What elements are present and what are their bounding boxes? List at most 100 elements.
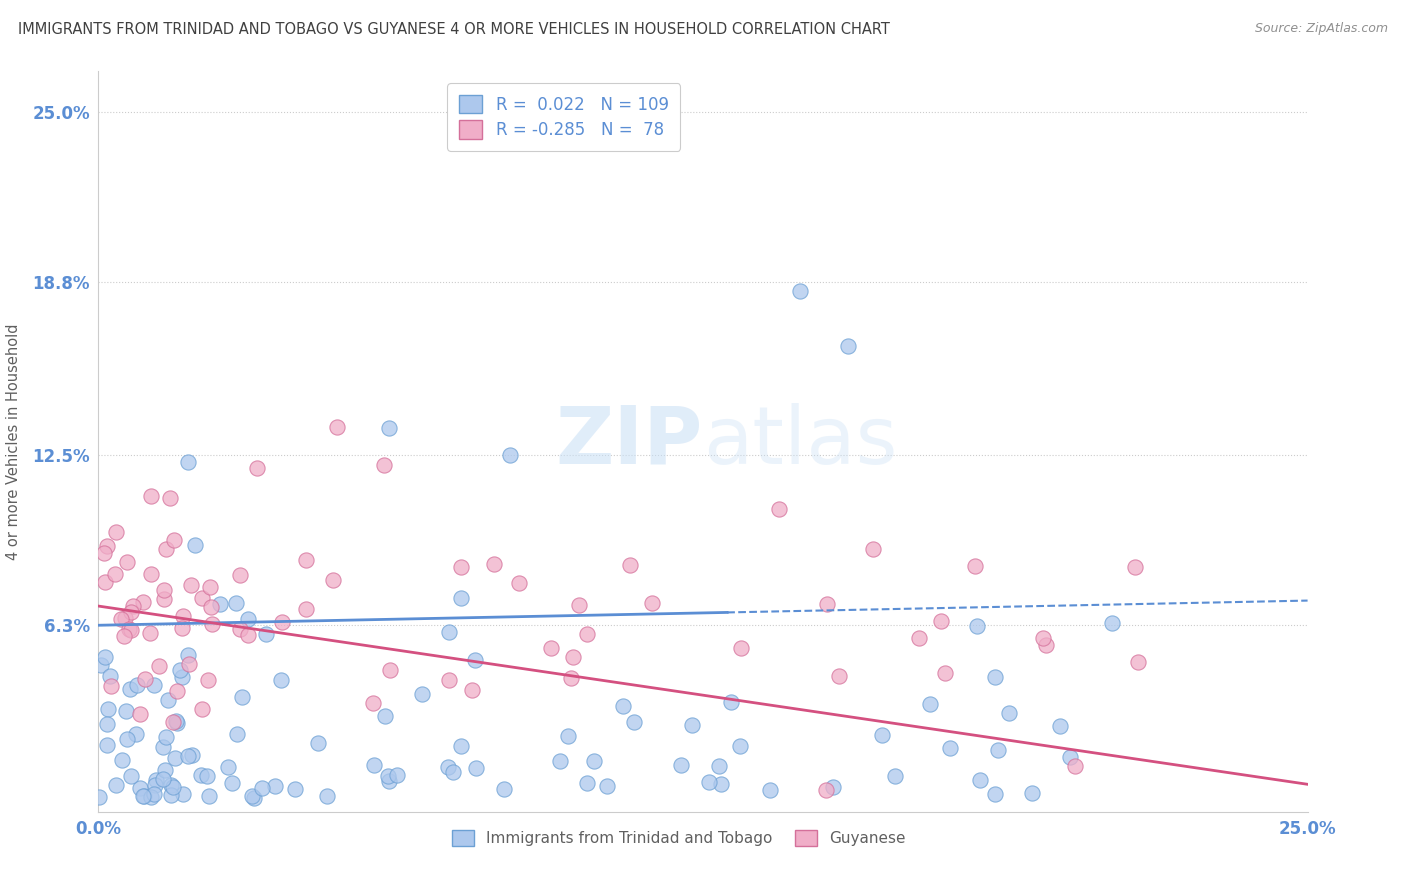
Point [294,601,316,615]
Point [1101,615,1123,630]
Point [132,789,155,804]
Point [270,673,292,687]
Point [197,673,219,687]
Point [104,525,127,540]
Point [120,681,142,696]
Point [217,760,239,774]
Point [1049,719,1071,733]
Point [190,768,212,782]
Point [172,609,194,624]
Point [118,622,141,636]
Point [1032,632,1054,646]
Text: ZIP: ZIP [555,402,703,481]
Point [461,683,484,698]
Point [450,560,472,574]
Point [96,717,118,731]
Y-axis label: 4 or more Vehicles in Household: 4 or more Vehicles in Household [7,323,21,560]
Point [152,592,174,607]
Point [142,678,165,692]
Text: Source: ZipAtlas.com: Source: ZipAtlas.com [1254,22,1388,36]
Point [789,284,811,298]
Point [120,605,142,619]
Point [823,780,845,794]
Point [934,665,956,680]
Point [1128,655,1150,669]
Point [450,739,472,753]
Point [120,769,142,783]
Point [720,695,742,709]
Point [143,787,166,801]
Point [884,769,907,783]
Point [87,790,110,805]
Point [228,568,250,582]
Point [226,726,249,740]
Point [148,658,170,673]
Point [987,743,1010,757]
Point [1064,759,1087,773]
Point [997,706,1019,720]
Point [177,648,200,662]
Point [231,690,253,704]
Point [560,671,582,685]
Point [326,419,349,434]
Point [363,758,385,772]
Point [132,789,155,803]
Point [209,598,232,612]
Point [169,663,191,677]
Point [100,679,122,693]
Point [377,769,399,783]
Point [373,458,395,472]
Point [464,653,486,667]
Point [160,788,183,802]
Point [939,740,962,755]
Point [966,619,988,633]
Point [576,627,599,641]
Point [90,657,112,672]
Point [557,729,579,743]
Point [132,595,155,609]
Point [1035,638,1057,652]
Point [441,764,464,779]
Point [170,621,193,635]
Point [165,714,187,729]
Point [322,574,344,588]
Point [141,489,163,503]
Point [508,576,530,591]
Point [264,779,287,793]
Point [94,649,117,664]
Point [125,727,148,741]
Point [183,538,205,552]
Point [172,787,194,801]
Point [117,732,139,747]
Point [284,781,307,796]
Point [139,626,162,640]
Point [221,776,243,790]
Point [163,751,186,765]
Point [115,704,138,718]
Text: atlas: atlas [703,402,897,481]
Point [482,557,505,571]
Point [160,778,183,792]
Point [201,616,224,631]
Point [378,663,401,677]
Point [225,596,247,610]
Point [710,777,733,791]
Point [159,491,181,505]
Point [114,611,136,625]
Point [929,614,952,628]
Point [1125,560,1147,574]
Point [918,698,941,712]
Point [127,678,149,692]
Point [229,622,252,636]
Point [254,626,277,640]
Point [111,753,134,767]
Point [450,591,472,605]
Point [134,672,156,686]
Point [157,693,180,707]
Point [707,759,730,773]
Point [143,778,166,792]
Point [758,783,780,797]
Point [98,669,121,683]
Point [439,673,461,687]
Point [908,632,931,646]
